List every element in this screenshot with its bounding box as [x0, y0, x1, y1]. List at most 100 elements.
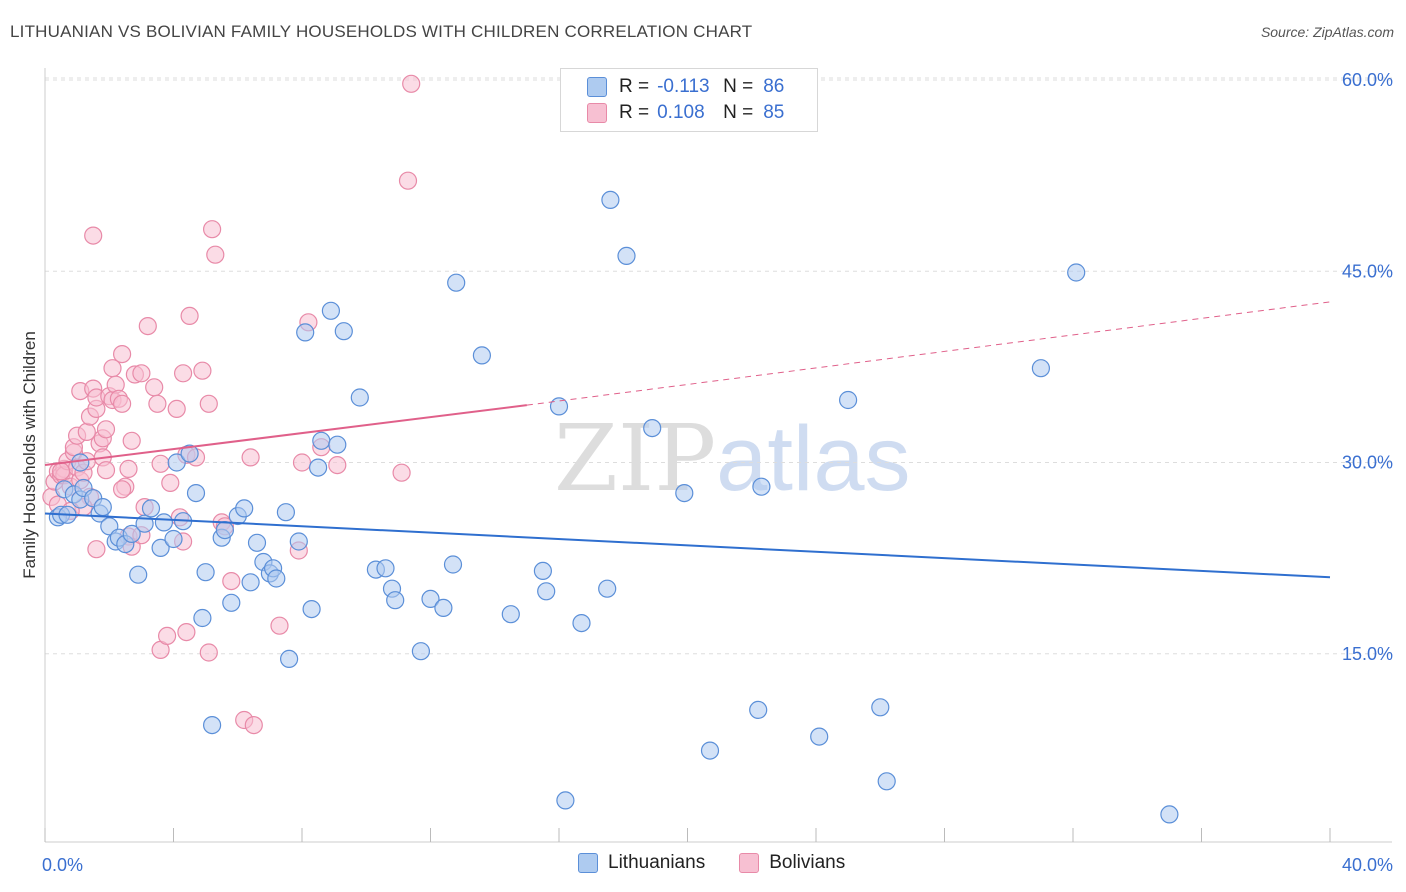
lithuanian-point: [141, 499, 161, 518]
bolivian-point: [122, 431, 141, 450]
lithuanian-point: [376, 559, 395, 578]
bolivian-point: [87, 540, 106, 559]
bolivian-point: [51, 462, 71, 481]
legend-item-lithuanians[interactable]: Lithuanians: [578, 852, 705, 874]
bolivian-point: [180, 306, 199, 325]
lithuanian-point: [877, 772, 896, 791]
legend-swatch-pink: [587, 103, 607, 123]
lithuanian-point: [321, 301, 340, 320]
lithuanian-point: [501, 605, 520, 624]
bolivian-point: [112, 345, 132, 364]
lithuanian-point: [289, 532, 308, 551]
bolivian-point: [193, 361, 212, 380]
lithuanian-point: [447, 273, 466, 292]
lithuanians-trend-line: [44, 512, 1331, 579]
bolivian-point: [177, 622, 196, 642]
bolivian-point: [96, 461, 116, 480]
x-tick-label: 40.0%: [1342, 855, 1393, 875]
axes: [44, 68, 1392, 843]
lithuanian-point: [556, 791, 575, 810]
bolivian-point: [398, 171, 418, 190]
lithuanian-point: [1031, 359, 1051, 378]
legend-swatch-blue: [578, 853, 598, 873]
lithuanian-point: [164, 529, 183, 549]
bolivian-point: [174, 364, 193, 383]
lithuanian-point: [617, 246, 636, 265]
lithuanian-point: [196, 563, 215, 582]
lithuanian-point: [549, 397, 569, 416]
bolivian-point: [206, 245, 225, 264]
bolivian-point: [112, 480, 132, 499]
tick-labels: 15.0% 30.0% 45.0% 60.0% 0.0% 40.0%: [42, 70, 1393, 875]
lithuanian-point: [203, 715, 222, 735]
bolivian-point: [222, 571, 241, 591]
bolivian-point: [148, 394, 167, 413]
lithuanian-point: [350, 388, 369, 407]
grid-lines: [45, 77, 1392, 655]
lithuanian-point: [193, 608, 212, 628]
lithuanian-point: [280, 649, 299, 669]
lithuanian-point: [752, 477, 771, 496]
lithuanian-point: [598, 579, 617, 598]
bolivian-point: [84, 226, 103, 245]
lithuanian-point: [443, 555, 463, 574]
lithuanian-point: [675, 484, 694, 503]
x-tick-label: 0.0%: [42, 855, 83, 875]
bolivian-point: [112, 394, 132, 413]
series-legend: Lithuanians Bolivians: [578, 852, 879, 874]
lithuanian-point: [235, 499, 254, 518]
bolivians-trend-line: [44, 404, 527, 467]
legend-row-bolivians: R = 0.108 N = 85: [587, 101, 784, 125]
lithuanian-point: [572, 613, 591, 633]
lithuanian-point: [334, 322, 353, 341]
lithuanian-point: [180, 444, 199, 463]
bolivian-point: [161, 473, 180, 492]
lithuanian-point: [93, 498, 112, 517]
legend-swatch-pink: [739, 853, 760, 873]
lithuanian-point: [700, 741, 720, 760]
legend-r-value: -0.113: [657, 76, 710, 97]
lithuanian-point: [1067, 263, 1086, 282]
bolivian-point: [158, 626, 177, 646]
lithuanian-point: [312, 431, 331, 450]
lithuanian-point: [222, 593, 241, 612]
watermark-atlas: atlas: [716, 408, 911, 510]
bolivian-point: [132, 364, 151, 383]
lithuanian-point: [167, 453, 186, 472]
bolivian-point: [119, 459, 138, 478]
lithuanian-point: [129, 565, 148, 584]
lithuanian-point: [472, 346, 491, 365]
bolivian-point: [96, 420, 116, 439]
lithuanian-point: [1160, 805, 1179, 824]
lithuanian-point: [838, 390, 858, 410]
chart-title: LITHUANIAN VS BOLIVIAN FAMILY HOUSEHOLDS…: [10, 22, 753, 41]
lithuanian-point: [421, 589, 440, 609]
bolivian-point: [402, 74, 421, 93]
lithuanian-point: [186, 484, 206, 503]
lithuanian-point: [749, 700, 768, 720]
lithuanian-point: [411, 642, 430, 661]
lithuanian-point: [247, 533, 267, 552]
bolivians-trend-extension: [526, 301, 1331, 406]
source-label: Source: ZipAtlas.com: [1260, 24, 1394, 40]
legend-label-bolivians: Bolivians: [769, 852, 846, 873]
lithuanian-point: [154, 513, 173, 532]
lithuanians-points: [48, 190, 1179, 824]
lithuanian-point: [296, 323, 315, 342]
lithuanian-point: [643, 419, 662, 438]
legend-item-bolivians[interactable]: Bolivians: [739, 852, 845, 874]
lithuanian-point: [309, 458, 328, 477]
bolivian-point: [244, 715, 263, 735]
lithuanian-point: [215, 520, 234, 540]
legend-swatch-blue: [587, 77, 607, 97]
y-tick-label: 45.0%: [1342, 261, 1393, 281]
bolivian-point: [167, 399, 186, 418]
y-tick-label: 15.0%: [1342, 644, 1393, 664]
legend-n-value: 86: [763, 76, 785, 97]
lithuanian-point: [601, 190, 620, 209]
legend-row-lithuanians: R = -0.113 N = 86: [587, 75, 784, 99]
bolivian-point: [392, 463, 411, 482]
lithuanian-point: [537, 582, 556, 601]
y-tick-label: 60.0%: [1342, 70, 1393, 90]
